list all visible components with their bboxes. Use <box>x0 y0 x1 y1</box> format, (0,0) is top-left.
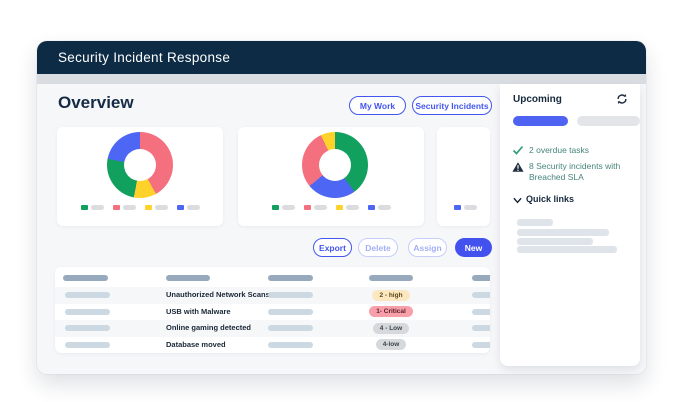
legend-item <box>144 205 168 210</box>
cell-skeleton <box>472 341 490 348</box>
chevron-down-icon <box>513 197 522 204</box>
table-header-skeleton <box>472 275 490 281</box>
donut-chart-2 <box>302 132 368 198</box>
legend-item <box>176 205 200 210</box>
assign-button[interactable]: Assign <box>408 238 447 257</box>
legend-swatch <box>271 205 279 210</box>
legend-swatch <box>454 205 461 210</box>
main-content: Overview My Work Security Incidents Expo… <box>37 84 646 374</box>
legend-swatch <box>335 205 343 210</box>
legend-swatch <box>176 205 184 210</box>
quick-link-skeleton <box>517 246 617 253</box>
page-title: Overview <box>58 93 134 112</box>
progress-pill-active <box>513 116 568 126</box>
legend-label-skeleton <box>122 205 136 210</box>
table-row[interactable]: USB with Malware 1- Critical <box>55 304 490 321</box>
cell-skeleton <box>268 292 313 298</box>
legend-swatch <box>367 205 375 210</box>
quick-link-skeleton <box>517 238 593 245</box>
quick-links-toggle[interactable]: Quick links <box>526 194 575 204</box>
cell-skeleton <box>268 341 313 348</box>
my-work-button[interactable]: My Work <box>349 96 406 115</box>
new-button[interactable]: New <box>455 238 492 257</box>
cell-skeleton <box>65 325 110 331</box>
progress-pill-inactive <box>577 116 640 126</box>
cell-skeleton <box>268 325 313 331</box>
legend-item <box>454 205 477 210</box>
quick-link-skeleton <box>517 229 609 236</box>
legend-item <box>80 205 104 210</box>
cell-skeleton <box>65 292 110 298</box>
check-icon <box>512 145 524 155</box>
app-header: Security Incident Response <box>37 41 646 74</box>
chart-card-3-cropped <box>437 127 490 226</box>
security-incidents-button[interactable]: Security Incidents <box>412 96 492 115</box>
legend-label-skeleton <box>377 205 391 210</box>
delete-button[interactable]: Delete <box>358 238 398 257</box>
severity-badge: 2 - high <box>372 289 410 301</box>
chart-card-1 <box>57 127 223 226</box>
legend-item <box>271 205 295 210</box>
app-window: Security Incident Response Overview My W… <box>37 41 646 374</box>
table-header-skeleton <box>268 275 313 281</box>
legend-item <box>367 205 391 210</box>
donut-hole <box>124 149 156 181</box>
overdue-tasks-link[interactable]: 2 overdue tasks <box>529 145 590 155</box>
upcoming-panel: Upcoming 2 overdue tasks 8 Security inci… <box>500 84 640 366</box>
cell-skeleton <box>472 308 490 315</box>
table-row[interactable]: Online gaming detected 4 - Low <box>55 320 490 337</box>
legend-item <box>303 205 327 210</box>
donut-hole <box>319 149 351 181</box>
incident-name: Online gaming detected <box>166 323 252 332</box>
donut-chart-1 <box>107 132 173 198</box>
legend-swatch <box>112 205 120 210</box>
cell-skeleton <box>472 292 490 298</box>
legend-label-skeleton <box>154 205 168 210</box>
severity-badge: 1- Critical <box>369 306 413 318</box>
legend-swatch <box>303 205 311 210</box>
app-title: Security Incident Response <box>58 50 231 65</box>
refresh-icon[interactable] <box>616 93 628 105</box>
legend-swatch <box>144 205 152 210</box>
subheader-strip <box>37 74 646 84</box>
incident-name: Unauthorized Network Scans <box>166 290 270 299</box>
cell-skeleton <box>472 325 490 331</box>
incidents-table: Unauthorized Network Scans 2 - high USB … <box>55 267 490 353</box>
incident-name: USB with Malware <box>166 306 231 316</box>
legend-label-skeleton <box>186 205 200 210</box>
legend-label-skeleton <box>345 205 359 210</box>
severity-badge: 4 - Low <box>372 322 410 334</box>
export-button[interactable]: Export <box>313 238 352 257</box>
quick-link-skeleton <box>517 219 553 226</box>
chart-legend-2 <box>238 205 424 210</box>
cell-skeleton <box>65 341 110 348</box>
chart-legend-3 <box>437 205 490 210</box>
legend-item <box>335 205 359 210</box>
legend-swatch <box>80 205 88 210</box>
severity-badge: 4-low <box>375 339 407 351</box>
cell-skeleton <box>268 308 313 315</box>
incident-name: Database moved <box>166 339 226 349</box>
legend-label-skeleton <box>90 205 104 210</box>
chart-card-2 <box>238 127 424 226</box>
upcoming-title: Upcoming <box>513 94 562 105</box>
cell-skeleton <box>65 308 110 315</box>
legend-label-skeleton <box>281 205 295 210</box>
legend-item <box>112 205 136 210</box>
warning-icon <box>512 162 524 172</box>
table-header-skeleton <box>369 275 413 281</box>
legend-label-skeleton <box>464 205 477 210</box>
table-header-skeleton <box>166 275 210 281</box>
table-row[interactable]: Database moved 4-low <box>55 337 490 354</box>
breached-sla-link[interactable]: 8 Security incidents with Breached SLA <box>529 161 621 182</box>
chart-legend-1 <box>57 205 223 210</box>
legend-label-skeleton <box>313 205 327 210</box>
table-row[interactable]: Unauthorized Network Scans 2 - high <box>55 287 490 304</box>
table-header-skeleton <box>63 275 108 281</box>
